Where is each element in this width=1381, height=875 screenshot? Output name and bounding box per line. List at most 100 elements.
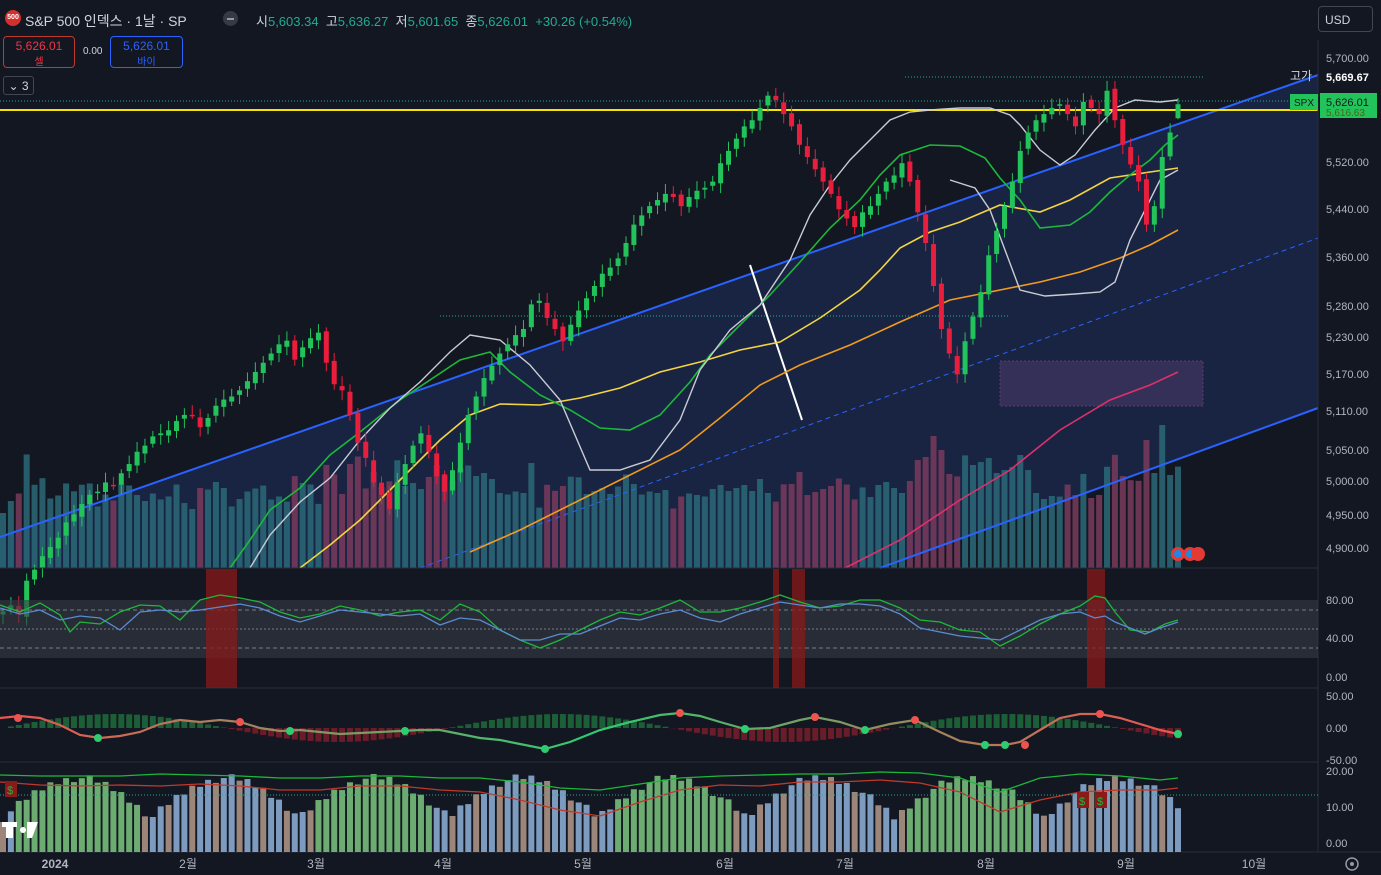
candle-body [8,605,14,609]
candle-body [292,340,298,360]
volume-osc-bar [575,802,582,852]
momentum-dot [861,726,869,734]
volume-osc-bar [772,793,779,852]
volume-bar [1048,496,1055,568]
volume-bar [828,486,835,568]
volume-osc-bar [481,793,488,852]
channel-mid-line [419,237,1319,569]
momentum-bar [709,728,716,736]
candle-body [24,580,30,617]
momentum-dot [401,727,409,735]
y-tick-label: 50.00 [1326,691,1354,703]
volume-bar [749,491,756,568]
candlestick-series [0,80,1181,626]
momentum-dot [541,745,549,753]
chart-settings-icon[interactable] [1345,857,1359,871]
volume-osc-bar [1040,815,1047,852]
candle-body [718,163,724,184]
sell-button[interactable]: 5,626.01 셀 [3,36,75,68]
earnings-flag-icon[interactable] [1171,547,1205,561]
candle-body [118,473,124,485]
candle-body [1088,99,1094,108]
momentum-bar [906,725,913,728]
candle-body [402,464,408,485]
volume-bar [141,501,148,568]
momentum-bar [331,728,338,742]
candle-body [615,258,621,267]
volume-osc-bar [410,793,417,852]
momentum-bar [410,728,417,735]
momentum-bar [1056,717,1063,728]
volume-osc-bar [693,786,700,852]
candle-body [789,113,795,127]
volume-bar [1001,470,1008,568]
y-tick-label: 5,600.00 [1326,95,1369,107]
volume-bar [228,506,235,568]
y-tick-label: 4,900.00 [1326,543,1369,555]
momentum-bar [1135,728,1142,733]
volume-bar [946,474,953,568]
y-tick-label: 5,360.00 [1326,252,1369,264]
volume-bar [102,494,109,568]
candle-body [205,418,211,427]
volume-bar [906,481,913,568]
buy-button[interactable]: 5,626.01 바이 [110,36,183,68]
volume-bar [938,450,945,568]
volume-osc-bar [607,809,614,852]
momentum-bar [228,728,235,730]
volume-osc-bar [15,800,22,852]
y-tick-label: 40.00 [1326,633,1354,645]
momentum-bar [985,714,992,728]
x-tick-label: 3월 [307,857,325,871]
candle-body [639,215,645,226]
volume-bar [394,460,401,568]
candle-body [1151,206,1157,225]
momentum-bar [236,728,243,731]
volume-osc-bar [954,776,961,852]
time-axis[interactable]: 2024 2월 3월 4월 5월 6월 7월 8월 9월 10월 [42,857,1267,871]
volume-bar [835,478,842,568]
momentum-bar [31,721,38,728]
volume-osc-bar [134,804,141,852]
volume-bar [1119,476,1126,568]
volume-bar [733,488,740,568]
hide-indicator-icon[interactable] [223,11,238,26]
volume-osc-bar [875,805,882,852]
momentum-bar [977,714,984,728]
momentum-bar [433,728,440,731]
volume-osc-bar [1096,778,1103,852]
momentum-bar [946,718,953,728]
volume-bar [402,486,409,568]
price-axis[interactable]: 5,700.00 5,600.00 5,520.00 5,440.00 5,360.00… [1326,53,1369,850]
candle-body [923,214,929,244]
momentum-bar [252,728,259,734]
momentum-bar [575,714,582,728]
candle-body [63,522,69,536]
volume-osc-bar [7,811,14,852]
candle-body [710,181,716,186]
symbol-title[interactable]: S&P 500 인덱스 · 1날 · SP [25,13,187,29]
candle-body [883,181,889,192]
indicators-toggle-button[interactable]: ⌄ 3 [3,76,34,95]
candle-body [702,187,708,190]
volume-osc-bar [1104,781,1111,852]
volume-bar [772,501,779,568]
volume-bar [244,491,251,568]
momentum-dot [1021,741,1029,749]
y-tick-label: 80.00 [1326,595,1354,607]
candle-body [1159,157,1165,209]
volume-bar [536,507,543,568]
overbought-highlight [773,569,779,688]
volume-bar [851,499,858,568]
currency-select[interactable]: USD [1318,6,1373,32]
momentum-bar [567,714,574,728]
volume-bar [473,476,480,568]
volume-osc-bar [496,786,503,852]
volume-osc-bar [268,797,275,852]
candle-body [371,460,377,483]
volume-osc-bar [362,778,369,852]
volume-bar [993,473,1000,568]
volume-bar [528,463,535,568]
candle-body [197,417,203,428]
